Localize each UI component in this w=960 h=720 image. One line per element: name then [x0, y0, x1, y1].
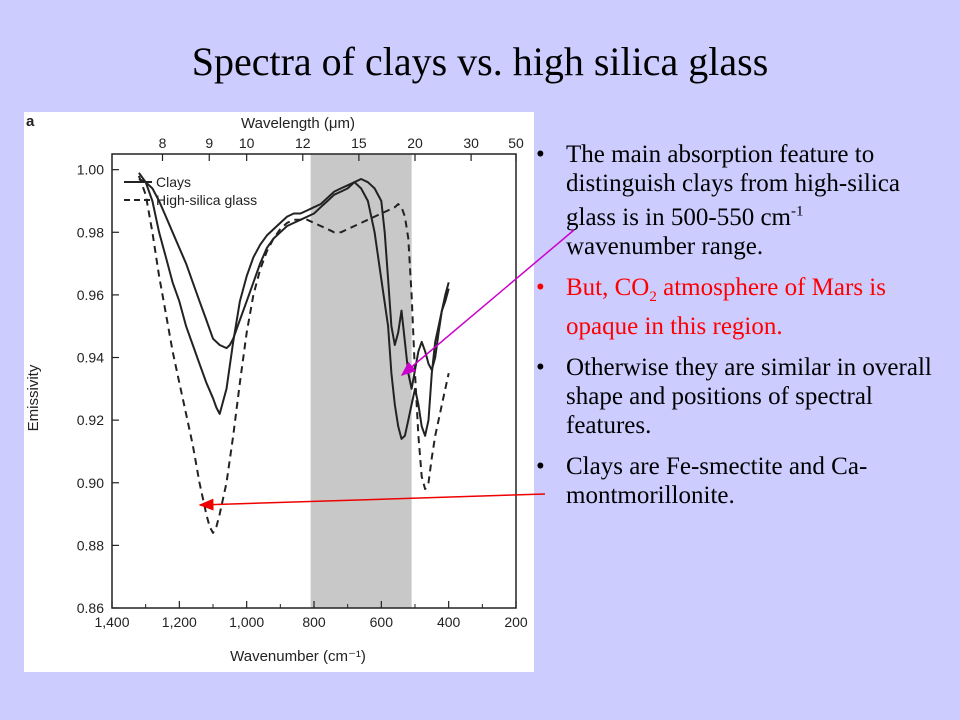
bullet-item: • Otherwise they are similar in overall … — [532, 353, 932, 440]
x-tick-label: 1,400 — [94, 614, 129, 630]
y-tick-label: 0.90 — [77, 475, 104, 491]
bullet-text-part: The main absorption feature to distingui… — [566, 141, 900, 232]
slide-title: Spectra of clays vs. high silica glass — [191, 39, 769, 84]
bullet-dot: • — [536, 453, 545, 481]
legend-label-glass: High-silica glass — [156, 192, 257, 208]
emissivity-chart: 1,400 1,200 1,000 800 600 400 200 0.86 0.88 0.90 0… — [25, 113, 528, 665]
y-tick-label: 0.94 — [77, 350, 104, 366]
series-line-0 — [138, 172, 450, 440]
x-tick-label: 1,200 — [162, 614, 197, 630]
legend-label-clays: Clays — [156, 174, 191, 190]
y-tick-label: 0.88 — [77, 537, 104, 553]
top-tick-label: 30 — [463, 135, 479, 151]
bullet-text: Clays are Fe-smectite and Ca-montmorillo… — [566, 453, 868, 510]
top-tick-label: 12 — [295, 135, 311, 151]
y-tick-label: 1.00 — [77, 162, 104, 178]
chart-legend: Clays High-silica glass — [124, 174, 257, 208]
x-tick-label: 400 — [437, 614, 461, 630]
x-tick-label: 800 — [302, 614, 326, 630]
bullet-text: But, CO2 atmosphere of Mars is opaque in… — [566, 274, 886, 340]
x-axis-label: Wavenumber (cm⁻¹) — [230, 648, 366, 665]
bullet-text: Otherwise they are similar in overall sh… — [566, 354, 932, 440]
bullet-text-part: But, CO — [566, 274, 650, 302]
series-line-2 — [137, 175, 450, 534]
superscript: -1 — [791, 204, 804, 220]
subscript: 2 — [649, 289, 657, 306]
x-tick-label: 200 — [504, 614, 528, 630]
y-axis-label: Emissivity — [25, 364, 42, 431]
ticks-layer: 1,400 1,200 1,000 800 600 400 200 0.86 0.88 0.90 0… — [77, 135, 528, 630]
top-tick-label: 15 — [351, 135, 367, 151]
bullet-item: • But, CO2 atmosphere of Mars is opaque … — [532, 273, 932, 341]
y-tick-label: 0.86 — [77, 600, 104, 616]
x-tick-label: 600 — [370, 614, 394, 630]
x-tick-label: 1,000 — [229, 614, 264, 630]
y-tick-label: 0.96 — [77, 287, 104, 303]
top-tick-label: 10 — [239, 135, 255, 151]
top-axis-label: Wavelength (μm) — [241, 115, 355, 132]
top-tick-label: 8 — [159, 135, 167, 151]
top-tick-label: 9 — [205, 135, 213, 151]
bullet-dot: • — [536, 141, 545, 168]
bullet-item: • Clays are Fe-smectite and Ca-montmoril… — [532, 452, 932, 510]
bullet-dot: • — [536, 354, 545, 382]
shaded-region — [310, 154, 412, 608]
y-tick-label: 0.92 — [77, 412, 104, 428]
bullet-list: • The main absorption feature to disting… — [532, 140, 932, 522]
top-tick-label: 50 — [508, 135, 524, 151]
top-tick-label: 20 — [407, 135, 423, 151]
bullet-text-part: atmosphere of Mars is opaque in this reg… — [566, 274, 886, 341]
bullet-dot: • — [536, 274, 545, 302]
bullet-text: The main absorption feature to distingui… — [566, 141, 900, 260]
panel-label: a — [26, 113, 35, 130]
bullet-item: • The main absorption feature to disting… — [532, 140, 932, 261]
y-tick-label: 0.98 — [77, 224, 104, 240]
bullet-text-part: wavenumber range. — [566, 233, 764, 261]
emissivity-figure: 1,400 1,200 1,000 800 600 400 200 0.86 0.88 0.90 0… — [24, 112, 534, 672]
